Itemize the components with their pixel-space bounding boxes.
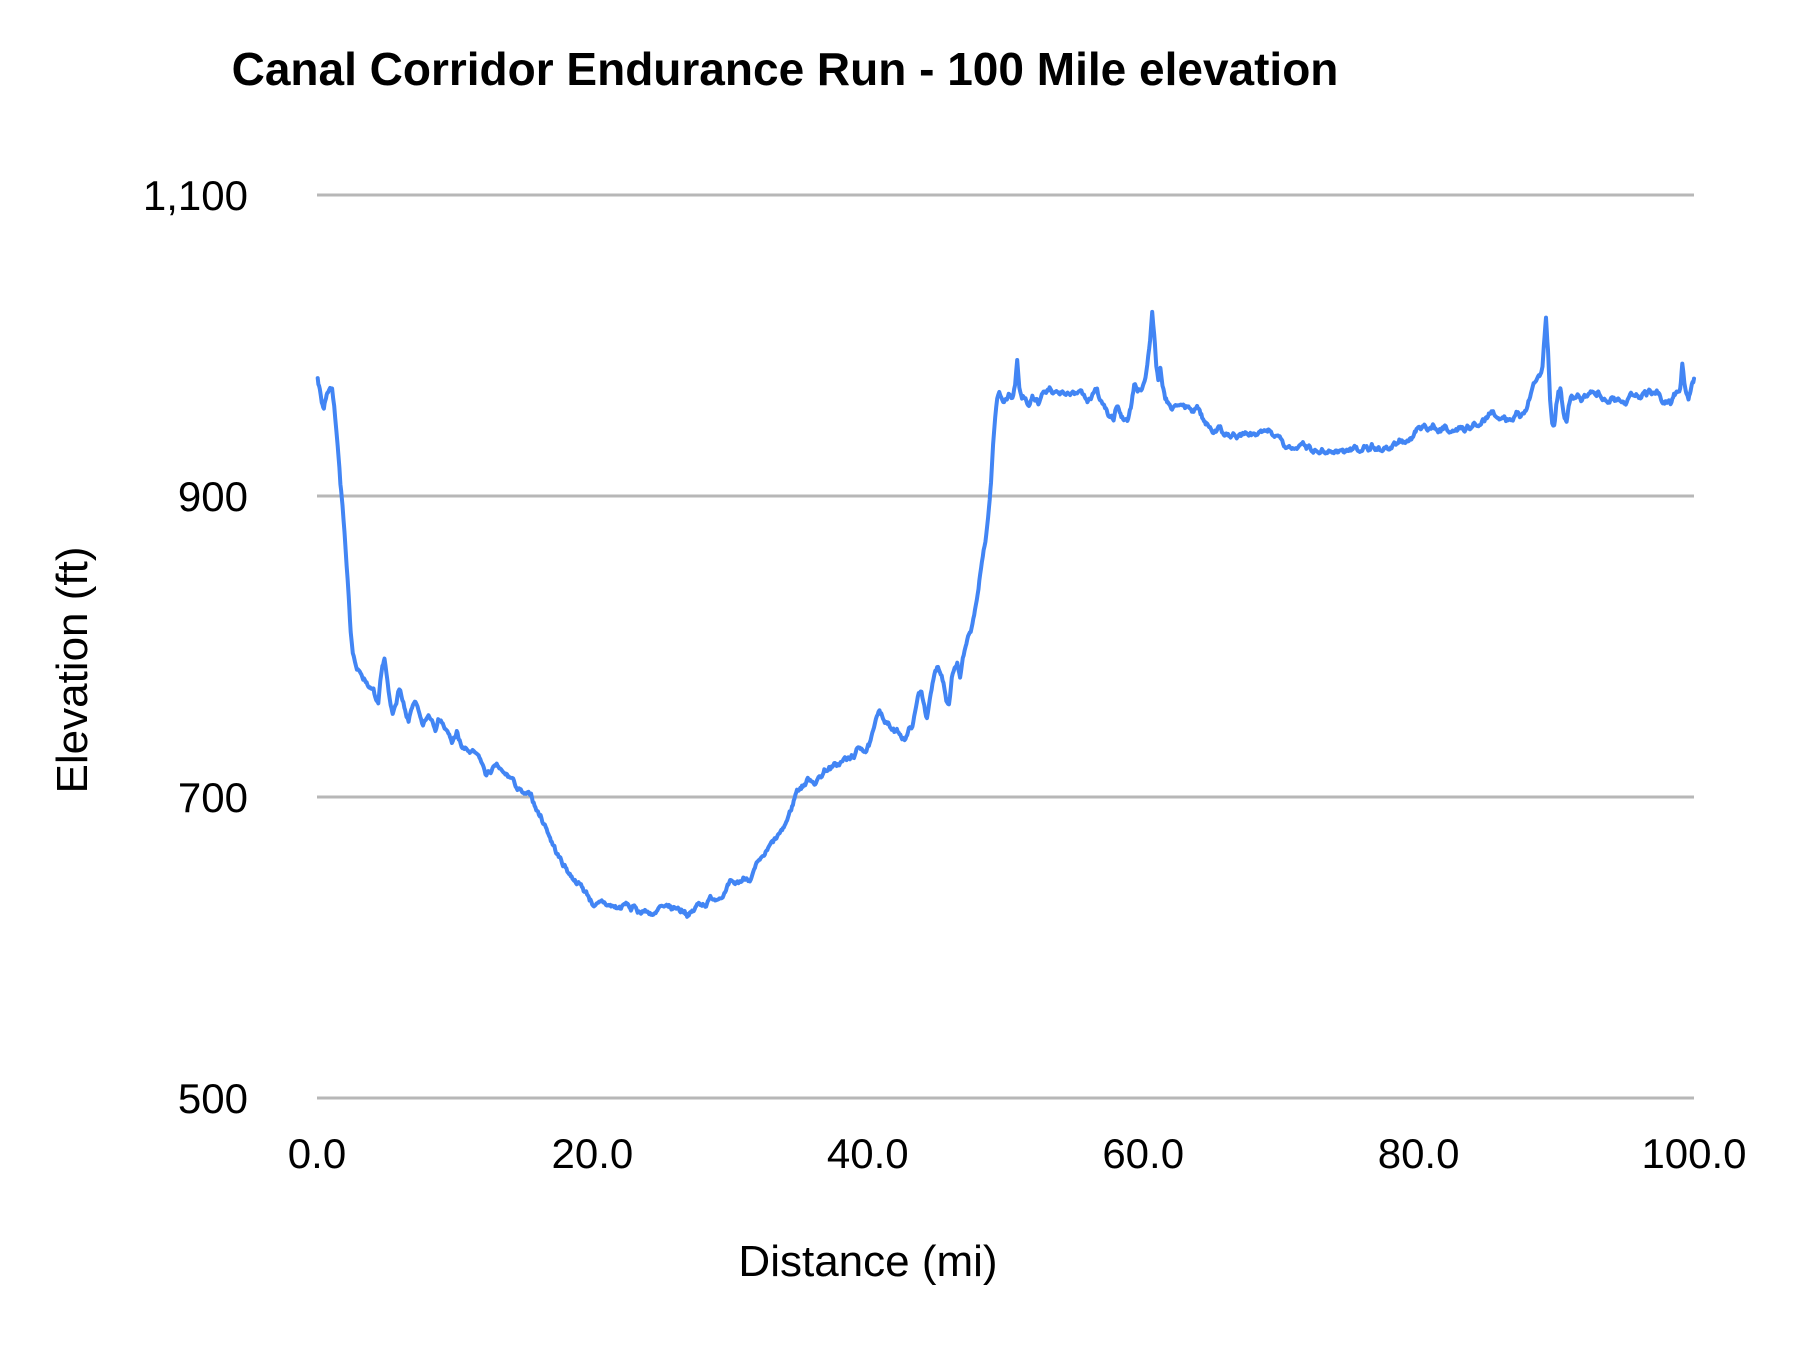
y-axis-tick-labels: 500 700 900 1,100 xyxy=(143,172,248,1122)
x-tick-label: 20.0 xyxy=(552,1130,634,1177)
y-tick-label: 1,100 xyxy=(143,172,248,219)
gridlines xyxy=(317,193,1694,1100)
y-tick-label: 700 xyxy=(178,774,248,821)
x-tick-label: 80.0 xyxy=(1378,1130,1460,1177)
x-axis-tick-labels: 0.0 20.0 40.0 60.0 80.0 100.0 xyxy=(288,1130,1747,1177)
x-tick-label: 0.0 xyxy=(288,1130,346,1177)
x-tick-label: 40.0 xyxy=(827,1130,909,1177)
elevation-line xyxy=(315,309,1696,919)
x-tick-label: 60.0 xyxy=(1102,1130,1184,1177)
y-tick-label: 500 xyxy=(178,1075,248,1122)
x-tick-label: 100.0 xyxy=(1641,1130,1746,1177)
series-lines xyxy=(315,309,1696,919)
x-axis-title: Distance (mi) xyxy=(738,1237,998,1286)
y-tick-label: 900 xyxy=(178,473,248,520)
chart-title: Canal Corridor Endurance Run - 100 Mile … xyxy=(231,43,1339,95)
